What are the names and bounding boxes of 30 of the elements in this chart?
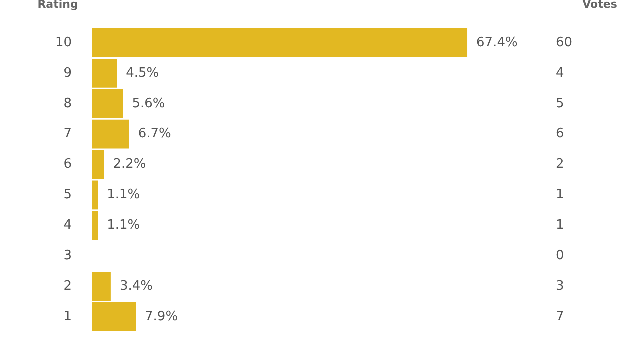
- data-label: 1.1%: [107, 188, 140, 203]
- text: 0: [556, 248, 564, 264]
- text: 7: [556, 309, 564, 324]
- text: 60: [556, 35, 573, 50]
- text: 1: [556, 218, 564, 234]
- data-label: 4.5%: [126, 66, 160, 81]
- text: 3: [556, 278, 564, 294]
- data-label: 67.4%: [476, 35, 518, 50]
- data-label: 5.6%: [132, 96, 166, 112]
- y-tick-label: 3: [64, 248, 72, 264]
- y-tick-label: 9: [64, 66, 72, 81]
- data-label: 3.4%: [120, 278, 153, 294]
- text: 1: [556, 188, 564, 203]
- data-label: 2.2%: [113, 157, 146, 172]
- text: 4: [556, 66, 564, 81]
- y-tick-label: 2: [64, 278, 72, 294]
- data-label: 6.7%: [138, 126, 172, 142]
- text: Votes: [582, 0, 618, 11]
- y-tick-label: 1: [64, 309, 72, 324]
- data-label: 7.9%: [145, 309, 178, 324]
- y-tick-label: 10: [55, 35, 72, 50]
- y-tick-label: 7: [64, 126, 72, 142]
- text: 2: [556, 157, 564, 172]
- data-label: 1.1%: [107, 218, 140, 234]
- y-tick-label: 4: [64, 218, 72, 234]
- text: 6: [556, 126, 564, 142]
- y-tick-label: 8: [64, 96, 72, 112]
- y-tick-label: 6: [64, 157, 72, 172]
- y-tick-label: 5: [64, 188, 72, 203]
- text: 5: [556, 96, 564, 112]
